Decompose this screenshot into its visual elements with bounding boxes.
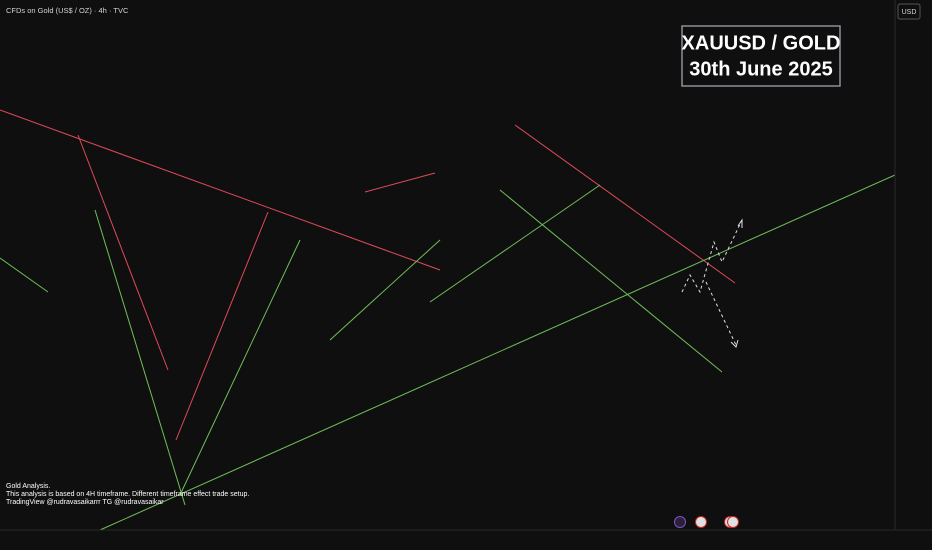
price-axis — [895, 0, 932, 530]
event-icon[interactable] — [674, 516, 686, 528]
trend-line — [77, 134, 169, 371]
arrow-head — [737, 218, 743, 228]
trend-line — [514, 124, 736, 284]
event-icon[interactable] — [695, 516, 707, 528]
trend-line — [0, 109, 441, 271]
trend-line — [175, 211, 269, 441]
trend-line — [329, 239, 441, 341]
subtitle: 30th June 2025 — [689, 58, 832, 80]
trend-line — [99, 174, 896, 531]
trend-line — [429, 184, 601, 303]
note: Gold Analysis. — [6, 483, 50, 490]
trend-line — [364, 172, 436, 193]
trend-line — [179, 239, 301, 496]
currency: USD — [902, 9, 917, 16]
trend-line — [499, 189, 723, 373]
note: TradingView @rudravasaikarrr TG @rudrava… — [6, 499, 164, 506]
title-box — [681, 25, 841, 87]
event-icon[interactable] — [727, 516, 739, 528]
currency-box[interactable] — [897, 3, 921, 20]
symbol-info: CFDs on Gold (US$ / OZ) · 4h · TVC — [6, 6, 129, 15]
note: This analysis is based on 4H timeframe. … — [6, 491, 249, 498]
title: XAUUSD / GOLD — [682, 32, 841, 54]
trend-line — [94, 209, 186, 506]
arrow-head — [730, 339, 739, 348]
trend-line — [0, 257, 49, 293]
projection — [681, 218, 743, 348]
trend-lines — [0, 109, 896, 531]
